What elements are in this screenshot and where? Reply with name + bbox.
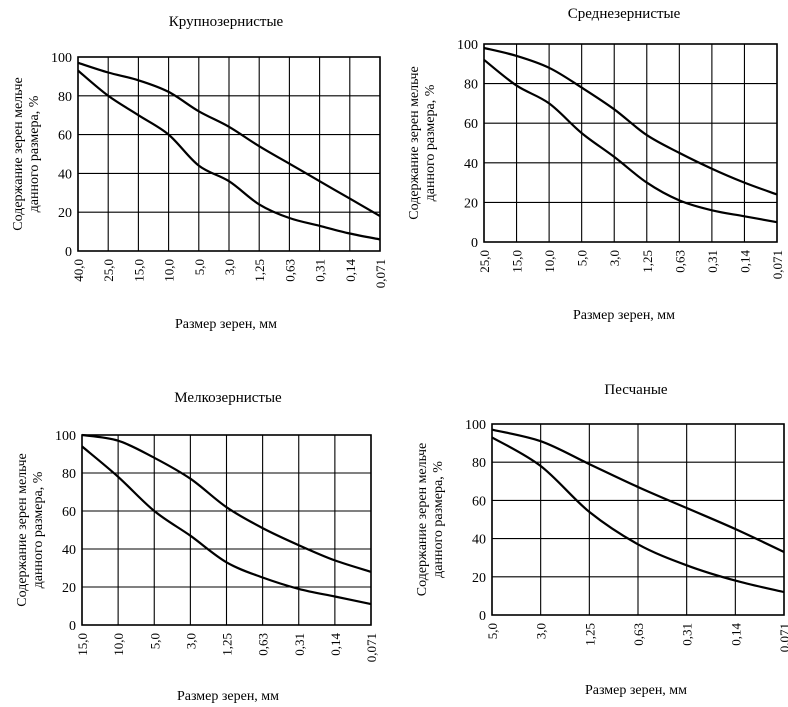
chart-title: Песчаные [604, 382, 668, 398]
y-axis-label-line2: данного размера, % [27, 95, 42, 212]
y-tick-label: 100 [457, 38, 478, 53]
plot-frame [81, 434, 372, 626]
x-tick-label: 0,14 [343, 259, 358, 282]
x-tick-label: 0,31 [680, 623, 695, 646]
series-line-2 [81, 445, 372, 606]
x-tick-label: 5,0 [147, 633, 162, 649]
x-tick-label: 5,0 [192, 259, 207, 275]
y-tick-label: 20 [464, 196, 478, 211]
y-tick-label: 80 [472, 456, 486, 471]
y-tick-label: 80 [464, 78, 478, 93]
x-tick-label: 15,0 [510, 250, 525, 273]
x-tick-label: 5,0 [485, 623, 500, 639]
series-line-2 [77, 69, 381, 241]
y-tick-label: 60 [58, 129, 72, 144]
x-axis-label: Размер зерен, мм [585, 683, 687, 698]
y-tick-label: 100 [51, 51, 72, 66]
plot-frame [491, 423, 785, 616]
x-tick-label: 1,25 [220, 633, 235, 656]
x-tick-label: 1,25 [582, 623, 597, 646]
y-axis-label-line1: Содержание зерен мельче [407, 66, 422, 219]
series-line-2 [491, 436, 785, 594]
chart-panel-4: Песчаные Содержание зерен мельче данного р… [415, 382, 788, 698]
y-axis-label-line1: Содержание зерен мельче [415, 443, 430, 596]
series-line-2 [483, 58, 778, 224]
x-tick-label: 15,0 [75, 633, 90, 656]
x-tick-label: 10,0 [162, 259, 177, 282]
x-axis-label: Размер зерен, мм [573, 308, 675, 323]
y-axis-label-line2: данного размера, % [423, 84, 438, 201]
y-tick-label: 20 [472, 571, 486, 586]
x-tick-label: 25,0 [101, 259, 116, 282]
y-tick-label: 60 [62, 505, 76, 520]
x-tick-label: 0,14 [328, 633, 343, 656]
x-tick-label: 0,071 [777, 623, 788, 652]
plot-frame [77, 56, 381, 252]
x-tick-label: 5,0 [575, 250, 590, 266]
x-tick-label: 0,63 [256, 633, 271, 656]
y-tick-label: 80 [58, 90, 72, 105]
plot-frame [483, 43, 778, 243]
y-tick-label: 100 [55, 429, 76, 444]
x-tick-label: 0,63 [631, 623, 646, 646]
y-tick-label: 40 [464, 157, 478, 172]
x-tick-label: 10,0 [111, 633, 126, 656]
x-tick-label: 0,14 [737, 250, 752, 273]
chart-title: Крупнозернистые [169, 14, 284, 30]
x-tick-label: 15,0 [131, 259, 146, 282]
x-tick-label: 0,63 [282, 259, 297, 282]
chart-panel-1: Крупнозернистые Содержание зерен мельче да… [11, 14, 388, 332]
chart-panel-3: Мелкозернистые Содержание зерен мельче дан… [15, 390, 379, 704]
x-tick-label: 0,071 [770, 250, 785, 279]
y-axis-label-line2: данного размера, % [431, 461, 446, 578]
y-tick-label: 40 [62, 543, 76, 558]
y-tick-label: 0 [69, 619, 76, 634]
y-tick-label: 20 [62, 581, 76, 596]
y-tick-label: 40 [58, 167, 72, 182]
y-tick-label: 60 [472, 494, 486, 509]
x-axis-label: Размер зерен, мм [175, 317, 277, 332]
x-tick-label: 0,31 [292, 633, 307, 656]
x-tick-label: 1,25 [252, 259, 267, 282]
chart-title: Среднезернистые [568, 6, 681, 22]
series-line-1 [491, 428, 785, 553]
series-line-1 [483, 46, 778, 196]
y-tick-label: 20 [58, 206, 72, 221]
x-tick-label: 40,0 [71, 259, 86, 282]
x-tick-label: 0,071 [364, 633, 379, 662]
x-tick-label: 0,071 [373, 259, 388, 288]
x-tick-label: 3,0 [222, 259, 237, 275]
y-tick-label: 0 [471, 236, 478, 251]
x-tick-label: 3,0 [534, 623, 549, 639]
y-axis-label-line1: Содержание зерен мельче [11, 77, 26, 230]
x-tick-label: 0,63 [672, 250, 687, 273]
chart-title: Мелкозернистые [174, 390, 282, 406]
y-tick-label: 0 [65, 245, 72, 260]
x-tick-label: 0,14 [728, 623, 743, 646]
chart-panel-2: Среднезернистые Содержание зерен мельче да… [407, 6, 785, 323]
y-tick-label: 60 [464, 117, 478, 132]
x-tick-label: 10,0 [542, 250, 557, 273]
y-tick-label: 80 [62, 467, 76, 482]
x-axis-label: Размер зерен, мм [177, 689, 279, 704]
x-tick-label: 25,0 [477, 250, 492, 273]
x-tick-label: 0,31 [705, 250, 720, 273]
x-tick-label: 0,31 [313, 259, 328, 282]
y-tick-label: 100 [465, 418, 486, 433]
y-axis-label-line2: данного размера, % [31, 471, 46, 588]
y-tick-label: 0 [479, 609, 486, 624]
x-tick-label: 3,0 [183, 633, 198, 649]
series-line-1 [77, 61, 381, 218]
x-tick-label: 1,25 [640, 250, 655, 273]
x-tick-label: 3,0 [607, 250, 622, 266]
series-line-1 [81, 433, 372, 573]
y-axis-label-line1: Содержание зерен мельче [15, 453, 30, 606]
y-tick-label: 40 [472, 533, 486, 548]
